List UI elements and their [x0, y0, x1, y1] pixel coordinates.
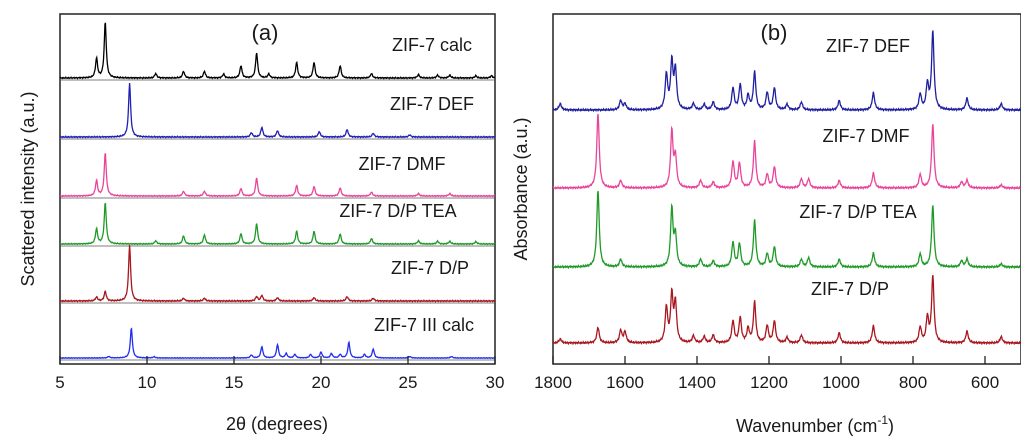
- panel-b-x-tick-label: 1400: [678, 373, 716, 392]
- panel-b-x-tick-label: 600: [971, 373, 999, 392]
- panel-a-xrd: ZIF-7 calc ZIF-7 DEF ZIF-7 DMF ZIF-7 D/P TE…: [18, 13, 504, 434]
- panel-a-x-tick-label: 10: [138, 373, 157, 392]
- panel-b-trace-label: ZIF-7 D/P: [811, 279, 889, 299]
- panel-b-traces: ZIF-7 DEF ZIF-7 DMF ZIF-7 D/P TEA ZIF-7 D/P: [553, 30, 1021, 346]
- panel-b-y-axis-title: Absorbance (a.u.): [511, 117, 531, 260]
- panel-a-trace-label: ZIF-7 D/P: [391, 258, 469, 278]
- panel-a-trace-label: ZIF-7 D/P TEA: [339, 201, 456, 221]
- panel-a-trace-line: [60, 22, 495, 80]
- panel-b-ir: ZIF-7 DEF ZIF-7 DMF ZIF-7 D/P TEA ZIF-7 D/P…: [511, 13, 1021, 436]
- panel-a-trace-line: [60, 245, 495, 303]
- panel-b-x-axis-title: Wavenumber (cm-1): [736, 413, 894, 436]
- panel-b-frame: [552, 13, 1021, 365]
- panel-a-frame: [59, 13, 496, 365]
- panel-a-trace-label: ZIF-7 DEF: [390, 94, 474, 114]
- panel-b-trace-label: ZIF-7 DEF: [826, 36, 910, 56]
- panel-a-trace-label: ZIF-7 calc: [392, 35, 472, 55]
- panel-b-x-tick-label: 1600: [606, 373, 644, 392]
- panel-b-x-tick-label: 1800: [534, 373, 572, 392]
- panel-b-x-tick-label: 1200: [750, 373, 788, 392]
- panel-a-x-axis-title: 2θ (degrees): [226, 414, 328, 434]
- panel-b-label: (b): [761, 20, 788, 45]
- panel-b-trace-label: ZIF-7 D/P TEA: [799, 202, 916, 222]
- panel-a-x-tick-label: 20: [312, 373, 331, 392]
- panel-b-x-tick-label: 1000: [822, 373, 860, 392]
- panel-b-trace-line: [553, 275, 1021, 346]
- panel-b-trace-line: [553, 190, 1021, 270]
- panel-b-trace-label: ZIF-7 DMF: [823, 126, 910, 146]
- panel-a-trace-label: ZIF-7 III calc: [374, 315, 474, 335]
- panel-a-trace-label: ZIF-7 DMF: [359, 154, 446, 174]
- panel-a-x-tick-label: 25: [399, 373, 418, 392]
- panel-b-trace-line: [553, 30, 1021, 113]
- panel-a-trace-line: [60, 153, 495, 198]
- panel-b-trace-line: [553, 113, 1021, 191]
- panel-a-trace-line: [60, 327, 495, 360]
- panel-a-y-axis-title: Scattered intensity (a.u.): [18, 91, 38, 286]
- panel-b-x-ticks: 1800 1600 1400 1200 1000 800 600: [534, 356, 999, 392]
- panel-a-label: (a): [252, 20, 279, 45]
- panel-a-x-tick-label: 30: [486, 373, 505, 392]
- panel-a-trace-line: [60, 202, 495, 246]
- panel-b-x-tick-label: 800: [899, 373, 927, 392]
- panel-a-x-tick-label: 15: [225, 373, 244, 392]
- panel-a-traces: ZIF-7 calc ZIF-7 DEF ZIF-7 DMF ZIF-7 D/P TE…: [60, 22, 495, 361]
- panel-a-x-tick-label: 5: [55, 373, 64, 392]
- panel-a-trace-line: [60, 83, 495, 139]
- panel-a-x-ticks: 5 10 15 20 25 30: [55, 356, 504, 392]
